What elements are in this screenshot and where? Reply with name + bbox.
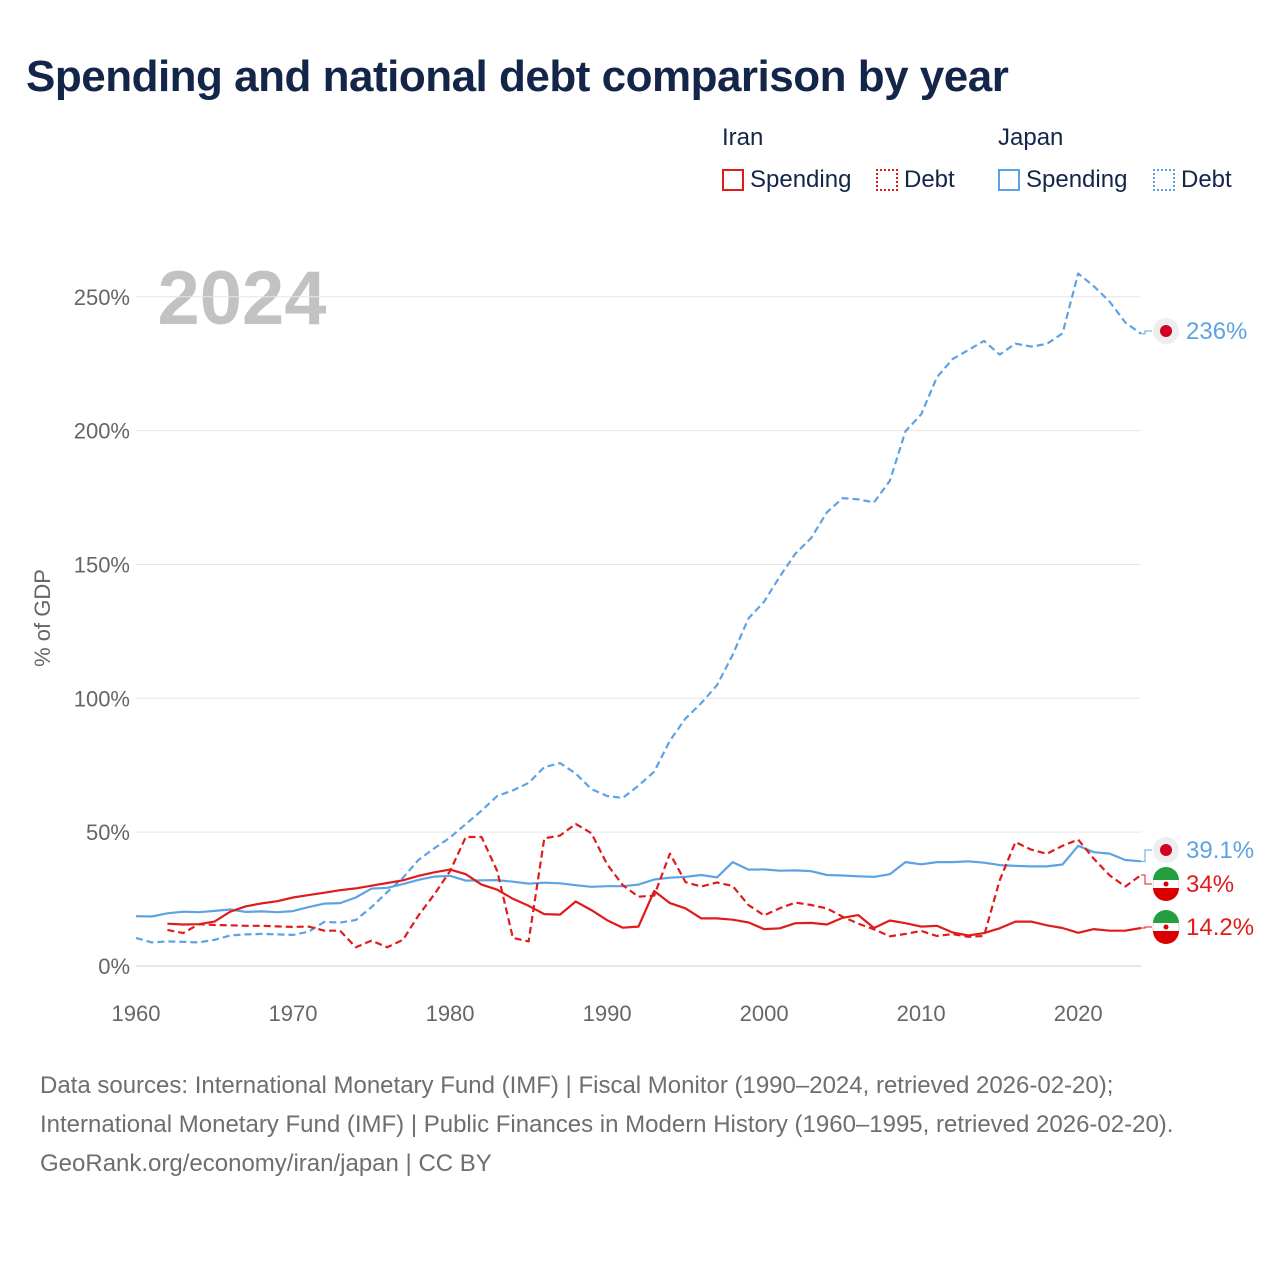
iran-flag-marker: [1152, 910, 1180, 944]
chart-footer: Data sources: International Monetary Fun…: [40, 1066, 1240, 1183]
legend-item-iran-spending[interactable]: Spending: [722, 166, 851, 194]
iran-flag-red: [1153, 888, 1179, 901]
y-tick-label: 150%: [74, 552, 130, 577]
data-sources: Data sources: International Monetary Fun…: [40, 1072, 1174, 1138]
legend-item-japan-spending[interactable]: Spending: [998, 166, 1127, 194]
x-tick-label: 2010: [897, 1001, 946, 1026]
line-chart: 2024 0% 50% 100% 150% 200% 250% 1960 1970 1980 199…: [30, 256, 1254, 1026]
series-line-japan-spending: [135, 844, 1142, 918]
iran-flag-marker: [1152, 867, 1180, 901]
end-label-connector: [1141, 849, 1152, 862]
iran-flag-emblem: [1163, 924, 1169, 930]
end-label-iran-spending: 14.2%: [1186, 914, 1254, 941]
iran-flag-green: [1153, 867, 1179, 880]
y-axis-label: % of GDP: [30, 569, 55, 667]
credit-line: GeoRank.org/economy/iran/japan | CC BY: [40, 1150, 492, 1177]
end-label-connector: [1141, 874, 1152, 885]
end-label-connector: [1141, 926, 1152, 929]
series-line-japan-debt: [135, 272, 1142, 944]
legend-item-iran-debt[interactable]: Debt: [876, 166, 955, 194]
x-tick-label: 1960: [112, 1001, 161, 1026]
end-label-japan-debt: 236%: [1186, 318, 1247, 345]
japan-flag-disc: [1160, 844, 1172, 856]
chart-title: Spending and national debt comparison by…: [26, 52, 1009, 101]
y-tick-label: 50%: [86, 820, 130, 845]
legend-swatch-iran-debt: [876, 169, 898, 191]
legend-group-iran: Iran: [722, 124, 764, 151]
x-tick-label: 1990: [583, 1001, 632, 1026]
end-label-japan-spending: 39.1%: [1186, 837, 1254, 864]
end-label-iran-debt: 34%: [1186, 871, 1234, 898]
legend-label-iran-spending: Spending: [750, 166, 852, 193]
legend-swatch-japan-debt: [1153, 169, 1175, 191]
iran-flag-emblem: [1163, 881, 1169, 887]
x-tick-label: 2000: [740, 1001, 789, 1026]
legend-label-japan-debt: Debt: [1181, 166, 1232, 193]
y-tick-label: 100%: [74, 686, 130, 711]
x-tick-label: 2020: [1054, 1001, 1103, 1026]
iran-flag-red: [1153, 931, 1179, 944]
x-tick-label: 1980: [426, 1001, 475, 1026]
y-tick-label: 250%: [74, 285, 130, 310]
y-tick-label: 200%: [74, 419, 130, 444]
x-tick-label: 1970: [269, 1001, 318, 1026]
legend-label-iran-debt: Debt: [904, 166, 955, 193]
legend-label-japan-spending: Spending: [1026, 166, 1128, 193]
iran-flag-green: [1153, 910, 1179, 923]
series-line-iran-spending: [167, 868, 1142, 937]
legend-group-japan: Japan: [998, 124, 1064, 151]
japan-flag-disc: [1160, 325, 1172, 337]
y-tick-label: 0%: [98, 954, 130, 979]
end-label-connector: [1141, 330, 1152, 335]
series-line-iran-debt: [167, 822, 1142, 949]
year-watermark: 2024: [157, 256, 326, 341]
legend-swatch-iran-spending: [722, 169, 744, 191]
legend-swatch-japan-spending: [998, 169, 1020, 191]
legend-item-japan-debt[interactable]: Debt: [1153, 166, 1232, 194]
